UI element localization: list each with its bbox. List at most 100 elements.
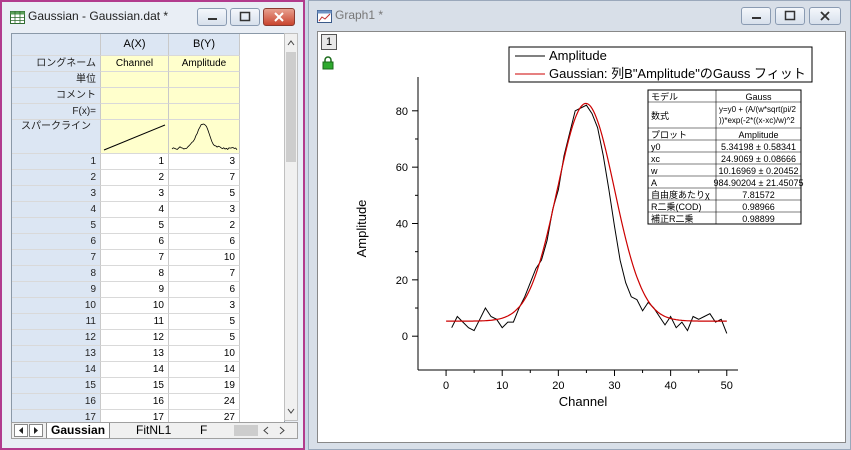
row-number[interactable]: 10	[12, 298, 101, 314]
row-number[interactable]: 17	[12, 410, 101, 422]
cell-b[interactable]: 3	[169, 298, 240, 314]
cell-b[interactable]: 27	[169, 410, 240, 422]
cell-a[interactable]: 7	[101, 250, 169, 266]
cell-a[interactable]: 6	[101, 234, 169, 250]
cell-b[interactable]: 10	[169, 346, 240, 362]
row-number[interactable]: 3	[12, 186, 101, 202]
row-number[interactable]: 15	[12, 378, 101, 394]
row-number[interactable]: 14	[12, 362, 101, 378]
series-amplitude-line	[451, 104, 728, 334]
hscroll[interactable]	[212, 423, 292, 438]
scroll-thumb[interactable]	[286, 52, 296, 162]
cell-b[interactable]: 6	[169, 234, 240, 250]
fit-table-value: 7.81572	[742, 190, 775, 200]
cell-a[interactable]: 3	[101, 186, 169, 202]
row-number[interactable]: 5	[12, 218, 101, 234]
row-number[interactable]: 7	[12, 250, 101, 266]
cell-b[interactable]: 7	[169, 266, 240, 282]
scroll-up-icon[interactable]	[285, 36, 297, 50]
x-tick-label: 20	[552, 380, 564, 392]
cell-b[interactable]: 10	[169, 250, 240, 266]
cell-a[interactable]: 15	[101, 378, 169, 394]
cell[interactable]	[101, 72, 169, 88]
row-number[interactable]: 2	[12, 170, 101, 186]
lock-icon[interactable]	[322, 56, 334, 70]
row-number[interactable]: 9	[12, 282, 101, 298]
cell[interactable]	[169, 72, 240, 88]
graph-minimize-button[interactable]	[741, 7, 771, 25]
cell[interactable]	[169, 88, 240, 104]
close-button[interactable]	[263, 8, 295, 26]
tab-f[interactable]: F	[200, 423, 208, 437]
cell-a[interactable]: 16	[101, 394, 169, 410]
vertical-scrollbar[interactable]	[284, 33, 298, 421]
row-number[interactable]: 11	[12, 314, 101, 330]
graph-close-button[interactable]	[809, 7, 841, 25]
graph-window[interactable]: Graph1 * 0 10 20 30 40 50 0 20 40 60 80 Channel Ampl…	[308, 0, 851, 450]
worksheet-window[interactable]: Gaussian - Gaussian.dat * A(X) B(Y) ロングネ…	[0, 0, 305, 450]
row-number[interactable]: 8	[12, 266, 101, 282]
cell-b[interactable]: 3	[169, 154, 240, 170]
cell-b[interactable]: 24	[169, 394, 240, 410]
cell-a[interactable]: 10	[101, 298, 169, 314]
plot-svg[interactable]: 0 10 20 30 40 50 0 20 40 60 80 Channel Amplitude Amp…	[318, 32, 845, 442]
tab-nav-arrows[interactable]	[14, 423, 44, 438]
column-header-b[interactable]: B(Y)	[169, 34, 240, 56]
row-label[interactable]: コメント	[12, 88, 101, 104]
cell-a[interactable]: 5	[101, 218, 169, 234]
row-number[interactable]: 13	[12, 346, 101, 362]
cell-b[interactable]: 5	[169, 314, 240, 330]
row-label[interactable]: スパークライン	[12, 120, 101, 154]
cell[interactable]: Amplitude	[169, 56, 240, 72]
layer-1-button[interactable]: 1	[321, 34, 337, 50]
graph-titlebar[interactable]: Graph1 *	[309, 1, 850, 31]
cell-a[interactable]: 4	[101, 202, 169, 218]
row-number[interactable]: 16	[12, 394, 101, 410]
column-header-a[interactable]: A(X)	[101, 34, 169, 56]
graph-maximize-button[interactable]	[775, 7, 805, 25]
cell[interactable]	[169, 104, 240, 120]
row-number[interactable]: 12	[12, 330, 101, 346]
table-row: 7 7 10	[12, 250, 284, 266]
sparkline-a-cell[interactable]	[101, 120, 169, 154]
cell-a[interactable]: 9	[101, 282, 169, 298]
cell-b[interactable]: 19	[169, 378, 240, 394]
row-label[interactable]: 単位	[12, 72, 101, 88]
scroll-down-icon[interactable]	[285, 404, 297, 418]
row-number[interactable]: 4	[12, 202, 101, 218]
row-number[interactable]: 1	[12, 154, 101, 170]
cell-a[interactable]: 12	[101, 330, 169, 346]
cell-a[interactable]: 8	[101, 266, 169, 282]
cell-b[interactable]: 3	[169, 202, 240, 218]
cell[interactable]	[101, 88, 169, 104]
graph-page[interactable]: 0 10 20 30 40 50 0 20 40 60 80 Channel Amplitude Amp…	[317, 31, 846, 443]
row-label[interactable]: F(x)=	[12, 104, 101, 120]
sparkline-b-cell[interactable]	[169, 120, 240, 154]
cell-b[interactable]: 6	[169, 282, 240, 298]
minimize-button[interactable]	[197, 8, 227, 26]
cell[interactable]	[101, 104, 169, 120]
cell[interactable]: Channel	[101, 56, 169, 72]
worksheet-grid[interactable]: A(X) B(Y) ロングネーム Channel Amplitude 単位 コメ…	[11, 33, 285, 423]
cell-b[interactable]: 7	[169, 170, 240, 186]
cell-a[interactable]: 2	[101, 170, 169, 186]
cell-b[interactable]: 5	[169, 186, 240, 202]
row-number[interactable]: 6	[12, 234, 101, 250]
cell-a[interactable]: 1	[101, 154, 169, 170]
cell-b[interactable]: 2	[169, 218, 240, 234]
corner-cell[interactable]	[12, 34, 101, 56]
tab-fitnl1[interactable]: FitNL1	[136, 423, 172, 437]
maximize-button[interactable]	[230, 8, 260, 26]
series[interactable]	[446, 102, 728, 334]
row-label[interactable]: ロングネーム	[12, 56, 101, 72]
cell-a[interactable]: 13	[101, 346, 169, 362]
legend-entry-fit: Gaussian: 列B"Amplitude"のGauss フィット	[549, 66, 806, 81]
cell-a[interactable]: 17	[101, 410, 169, 422]
cell-a[interactable]: 14	[101, 362, 169, 378]
cell-b[interactable]: 5	[169, 330, 240, 346]
tab-gaussian[interactable]: Gaussian	[46, 423, 111, 438]
worksheet-titlebar[interactable]: Gaussian - Gaussian.dat *	[2, 2, 303, 32]
cell-b[interactable]: 14	[169, 362, 240, 378]
cell-a[interactable]: 11	[101, 314, 169, 330]
legend[interactable]: Amplitude Gaussian: 列B"Amplitude"のGauss …	[508, 46, 813, 83]
